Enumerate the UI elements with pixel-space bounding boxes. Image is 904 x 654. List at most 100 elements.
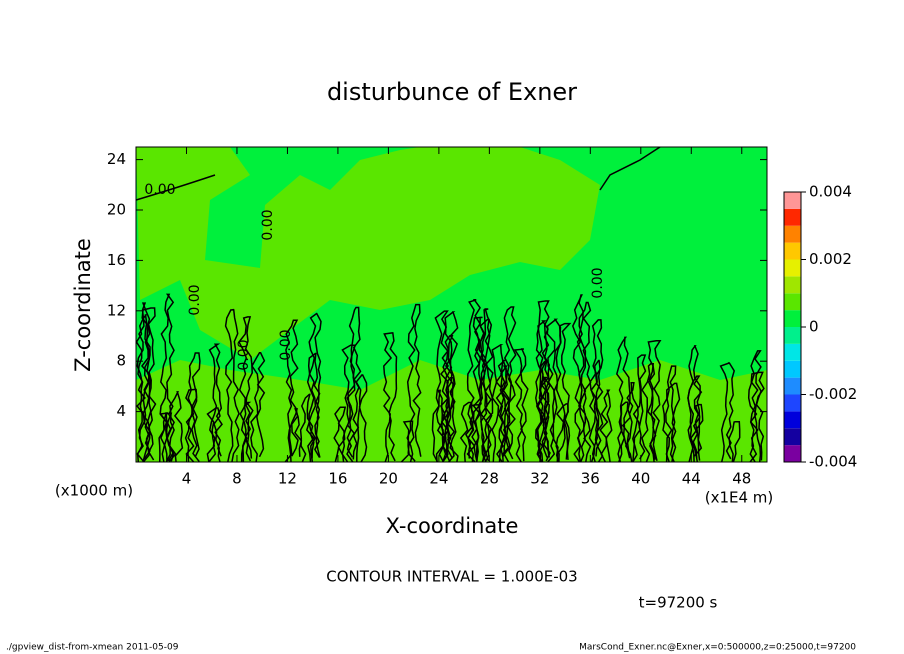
contour-line: [382, 332, 398, 462]
x-tick-label: 4: [182, 470, 192, 488]
contour-line: [346, 306, 362, 462]
y-tick-label: 4: [116, 402, 126, 420]
colorbar-tick-label: 0: [809, 318, 819, 336]
plot-frame: [135, 146, 768, 463]
colorbar-bin: [784, 411, 801, 429]
field-patch: [136, 147, 600, 360]
x-tick-label: 20: [379, 470, 398, 488]
contour-line: [238, 316, 253, 462]
y-unit: (x1000 m): [55, 482, 133, 500]
colorbar-tick-label: 0.002: [809, 250, 852, 268]
y-tick-label: 12: [107, 301, 126, 319]
contour-line: [665, 382, 681, 462]
x-tick-label: 40: [631, 470, 650, 488]
colorbar-bin: [784, 310, 801, 327]
contour-line: [491, 344, 507, 462]
contour-line: [632, 354, 647, 462]
contour-line: [556, 403, 569, 462]
time-label: t=97200 s: [639, 594, 718, 612]
chart-title: disturbunce of Exner: [327, 78, 577, 106]
contour-line: [207, 343, 223, 462]
contour-line: [571, 294, 587, 462]
colorbar-bin: [784, 394, 801, 412]
contour-line: [355, 374, 368, 462]
contour-line: [747, 350, 762, 462]
colorbar-bin: [784, 225, 801, 243]
contour-label: 0.00: [590, 267, 606, 298]
contour-line: [576, 301, 592, 462]
y-tick-label: 8: [116, 352, 126, 370]
contour-line: [459, 401, 475, 462]
colorbar-bin: [784, 343, 801, 361]
contour-line: [495, 359, 510, 462]
contour-line: [467, 404, 481, 462]
colorbar-bin: [784, 293, 801, 311]
colorbar-bin: [784, 327, 801, 344]
contour-line: [535, 320, 550, 462]
x-axis-label: X-coordinate: [386, 514, 519, 538]
x-tick-label: 24: [429, 470, 448, 488]
y-tick-label: 16: [107, 251, 126, 269]
contour-label: 0.00: [236, 339, 252, 370]
x-tick-label: 36: [581, 470, 600, 488]
colorbar-bin: [784, 208, 801, 226]
x-tick-label: 28: [480, 470, 499, 488]
contour-line: [284, 319, 299, 462]
contour-line: [333, 406, 347, 462]
contour-line: [224, 308, 240, 462]
contour-line: [136, 147, 661, 201]
contour-line: [728, 420, 741, 462]
colorbar-bin: [784, 242, 801, 260]
contour-line: [535, 300, 551, 462]
contour-line: [341, 344, 357, 462]
colorbar-bin: [784, 192, 801, 209]
contour-line: [719, 362, 736, 462]
colorbar-bin: [784, 445, 801, 462]
colorbar-tick-label: 0.004: [809, 183, 852, 201]
colorbar-bin: [784, 360, 801, 378]
x-tick-label: 48: [732, 470, 751, 488]
colorbar-bin: [784, 259, 801, 277]
contour-line: [159, 293, 175, 462]
contour-line: [477, 318, 493, 462]
contour-line: [434, 310, 450, 462]
contour-line: [513, 348, 529, 462]
x-tick-label: 16: [328, 470, 347, 488]
contour-line: [406, 303, 422, 462]
footer-right: MarsCond_Exner.nc@Exner,x=0:500000,z=0:2…: [579, 643, 856, 653]
footer-left: ./gpview_dist-from-xmean 2011-05-09: [6, 643, 179, 653]
x-unit: (x1E4 m): [705, 489, 774, 507]
contour-line: [618, 401, 631, 462]
contour-line: [444, 311, 459, 462]
contour-label: 0.00: [144, 182, 175, 198]
contour-line: [287, 408, 303, 462]
y-axis-label: Z-coordinate: [71, 238, 95, 372]
y-tick-label: 20: [107, 201, 126, 219]
contour-line: [599, 389, 613, 462]
contour-line: [690, 403, 704, 462]
field-patch: [136, 360, 767, 462]
colorbar-tick-label: -0.004: [809, 453, 857, 471]
contour-label: 0.00: [260, 209, 276, 240]
contour-line: [546, 318, 562, 462]
contour-line: [479, 308, 494, 462]
x-tick-label: 12: [278, 470, 297, 488]
colorbar-bin: [784, 377, 801, 395]
colorbar-bin: [784, 428, 801, 446]
contour-line: [250, 352, 266, 462]
contour-line: [299, 393, 315, 462]
contour-line: [136, 314, 152, 462]
colorbar-bin: [784, 276, 801, 294]
contour-line: [588, 319, 604, 462]
contour-label: 0.00: [187, 284, 203, 315]
contour-line: [647, 340, 662, 462]
contour-line: [497, 365, 512, 462]
contour-line: [141, 307, 157, 462]
contour-line: [168, 391, 184, 462]
x-tick-label: 32: [530, 470, 549, 488]
contour-line: [624, 382, 639, 462]
y-tick-label: 24: [107, 150, 126, 168]
contour-line: [400, 420, 416, 462]
colorbar-tick-label: -0.002: [809, 385, 857, 403]
